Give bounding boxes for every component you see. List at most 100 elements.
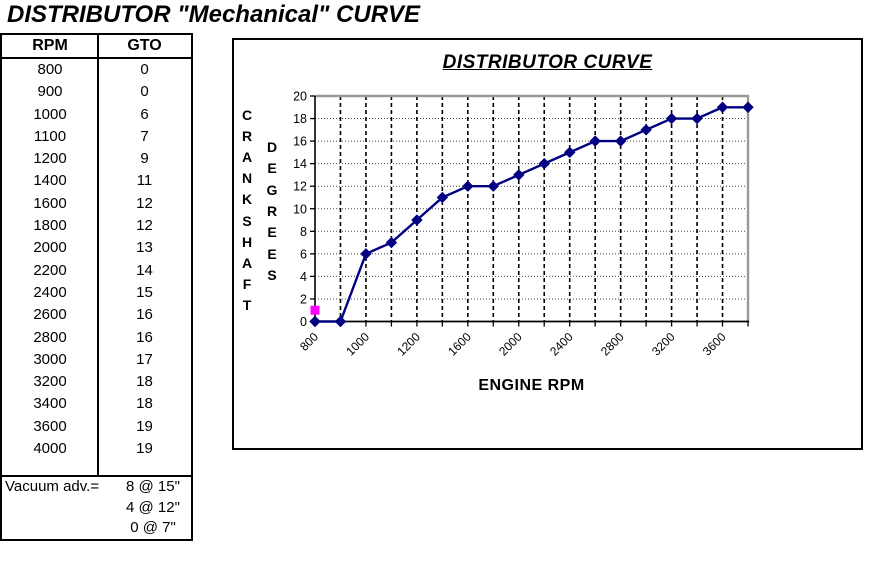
rpm-cell: 1000	[33, 105, 67, 123]
table-row: 4000 19	[2, 438, 191, 460]
table-row: 1000 6	[2, 104, 191, 126]
vacuum-label	[2, 518, 115, 539]
x-tick-label: 1200	[394, 329, 423, 358]
table-row: 2800 16	[2, 327, 191, 349]
gto-cell: 16	[136, 306, 153, 324]
table-row: 3400 18	[2, 393, 191, 415]
y-axis-letter: A	[241, 149, 253, 166]
rpm-cell: 800	[37, 61, 63, 78]
y-tick-label: 6	[300, 247, 307, 261]
data-point-marker	[665, 112, 678, 125]
gto-cell: 17	[136, 350, 153, 368]
rpm-cell: 3200	[33, 373, 67, 391]
rpm-cell: 3000	[33, 350, 67, 368]
y-axis-letter: F	[242, 275, 252, 292]
table-header-gto: GTO	[127, 37, 162, 54]
rpm-cell: 3400	[33, 395, 67, 413]
rpm-cell: 1600	[33, 194, 67, 212]
y-tick-label: 16	[293, 135, 307, 149]
chart-title: DISTRIBUTOR CURVE	[442, 52, 653, 73]
y-tick-label: 8	[300, 225, 307, 239]
table-row: 800 0	[2, 59, 191, 81]
data-point-marker	[462, 180, 474, 192]
gto-cell: 14	[136, 261, 153, 279]
rpm-cell: 4000	[33, 440, 67, 458]
vacuum-value: 4 @ 12"	[126, 498, 180, 516]
rpm-cell: 2200	[33, 261, 67, 279]
y-tick-label: 2	[300, 292, 307, 306]
gto-cell: 16	[136, 328, 153, 346]
y-axis-letter: D	[266, 139, 278, 155]
vacuum-advance-section: Vacuum adv.= 8 @ 15" 4 @ 12" 0 @ 7"	[2, 475, 191, 539]
y-axis-letter: S	[267, 266, 277, 283]
gto-cell: 19	[136, 440, 153, 458]
x-tick-label: 2400	[547, 329, 576, 358]
data-point-marker	[742, 101, 754, 113]
table-row: 3600 19	[2, 416, 191, 438]
y-tick-label: 4	[300, 270, 307, 284]
gto-cell: 12	[136, 217, 153, 235]
table-row: 2000 13	[2, 237, 191, 259]
vacuum-label: Vacuum adv.=	[5, 478, 100, 495]
page-title: DISTRIBUTOR "Mechanical" CURVE	[7, 1, 421, 28]
x-tick-label: 800	[297, 329, 321, 353]
data-point-marker	[411, 214, 423, 226]
rpm-cell: 2400	[33, 283, 67, 301]
data-point-marker	[691, 112, 703, 125]
table-row: 1800 12	[2, 215, 191, 237]
vacuum-row: 0 @ 7"	[2, 518, 191, 539]
vacuum-row: 4 @ 12"	[2, 498, 191, 519]
table-row: 1400 11	[2, 170, 191, 192]
gto-cell: 7	[140, 127, 149, 145]
rpm-cell: 1200	[33, 150, 67, 168]
table-row: 2600 16	[2, 304, 191, 326]
table-header-row: RPM GTO	[2, 35, 191, 59]
data-table: RPM GTO 800 0 900 0 1000 6 1100 7 1200 9 1400 11 160…	[0, 33, 193, 541]
gto-cell: 0	[140, 83, 149, 101]
gto-cell: 12	[136, 194, 153, 212]
gto-cell: 19	[136, 417, 153, 435]
y-tick-label: 10	[293, 202, 307, 216]
gto-cell: 18	[136, 373, 153, 391]
y-axis-letter: R	[266, 202, 278, 219]
table-row: 1200 9	[2, 148, 191, 170]
gto-cell: 0	[140, 61, 149, 78]
data-point-marker	[538, 157, 550, 170]
y-axis-letter: E	[267, 224, 277, 241]
table-row: 2400 15	[2, 282, 191, 304]
gto-cell: 11	[136, 172, 153, 190]
table-row: 900 0	[2, 81, 191, 103]
gto-cell: 15	[136, 283, 153, 301]
data-point-marker	[716, 101, 729, 113]
gto-cell: 18	[136, 395, 153, 413]
vacuum-point-marker	[310, 305, 320, 315]
y-axis-letter: K	[241, 191, 253, 208]
rpm-cell: 1400	[33, 172, 67, 190]
vacuum-value: 0 @ 7"	[130, 519, 176, 537]
rpm-cell: 1800	[33, 217, 67, 235]
y-axis-letter: C	[241, 107, 253, 123]
y-tick-label: 14	[293, 157, 307, 171]
y-axis-letter: E	[267, 245, 277, 262]
table-row: 3000 17	[2, 349, 191, 371]
data-point-marker	[334, 315, 347, 328]
data-point-marker	[563, 146, 576, 159]
y-axis-letter: T	[242, 296, 252, 313]
y-axis-letter: N	[241, 170, 253, 187]
x-tick-label: 1600	[445, 329, 474, 358]
y-axis-letter: G	[266, 181, 278, 198]
y-axis-letter: E	[267, 160, 277, 177]
rpm-cell: 2800	[33, 328, 67, 346]
x-tick-label: 2800	[598, 329, 627, 358]
y-axis-letter: A	[241, 254, 253, 271]
rpm-cell: 2000	[33, 239, 67, 257]
table-row: 2200 14	[2, 260, 191, 282]
gto-cell: 6	[140, 105, 149, 123]
x-tick-label: 2000	[496, 329, 525, 358]
x-tick-label: 3200	[649, 329, 678, 358]
data-point-marker	[309, 315, 321, 328]
data-point-marker	[640, 124, 652, 136]
rpm-cell: 3600	[33, 417, 67, 435]
